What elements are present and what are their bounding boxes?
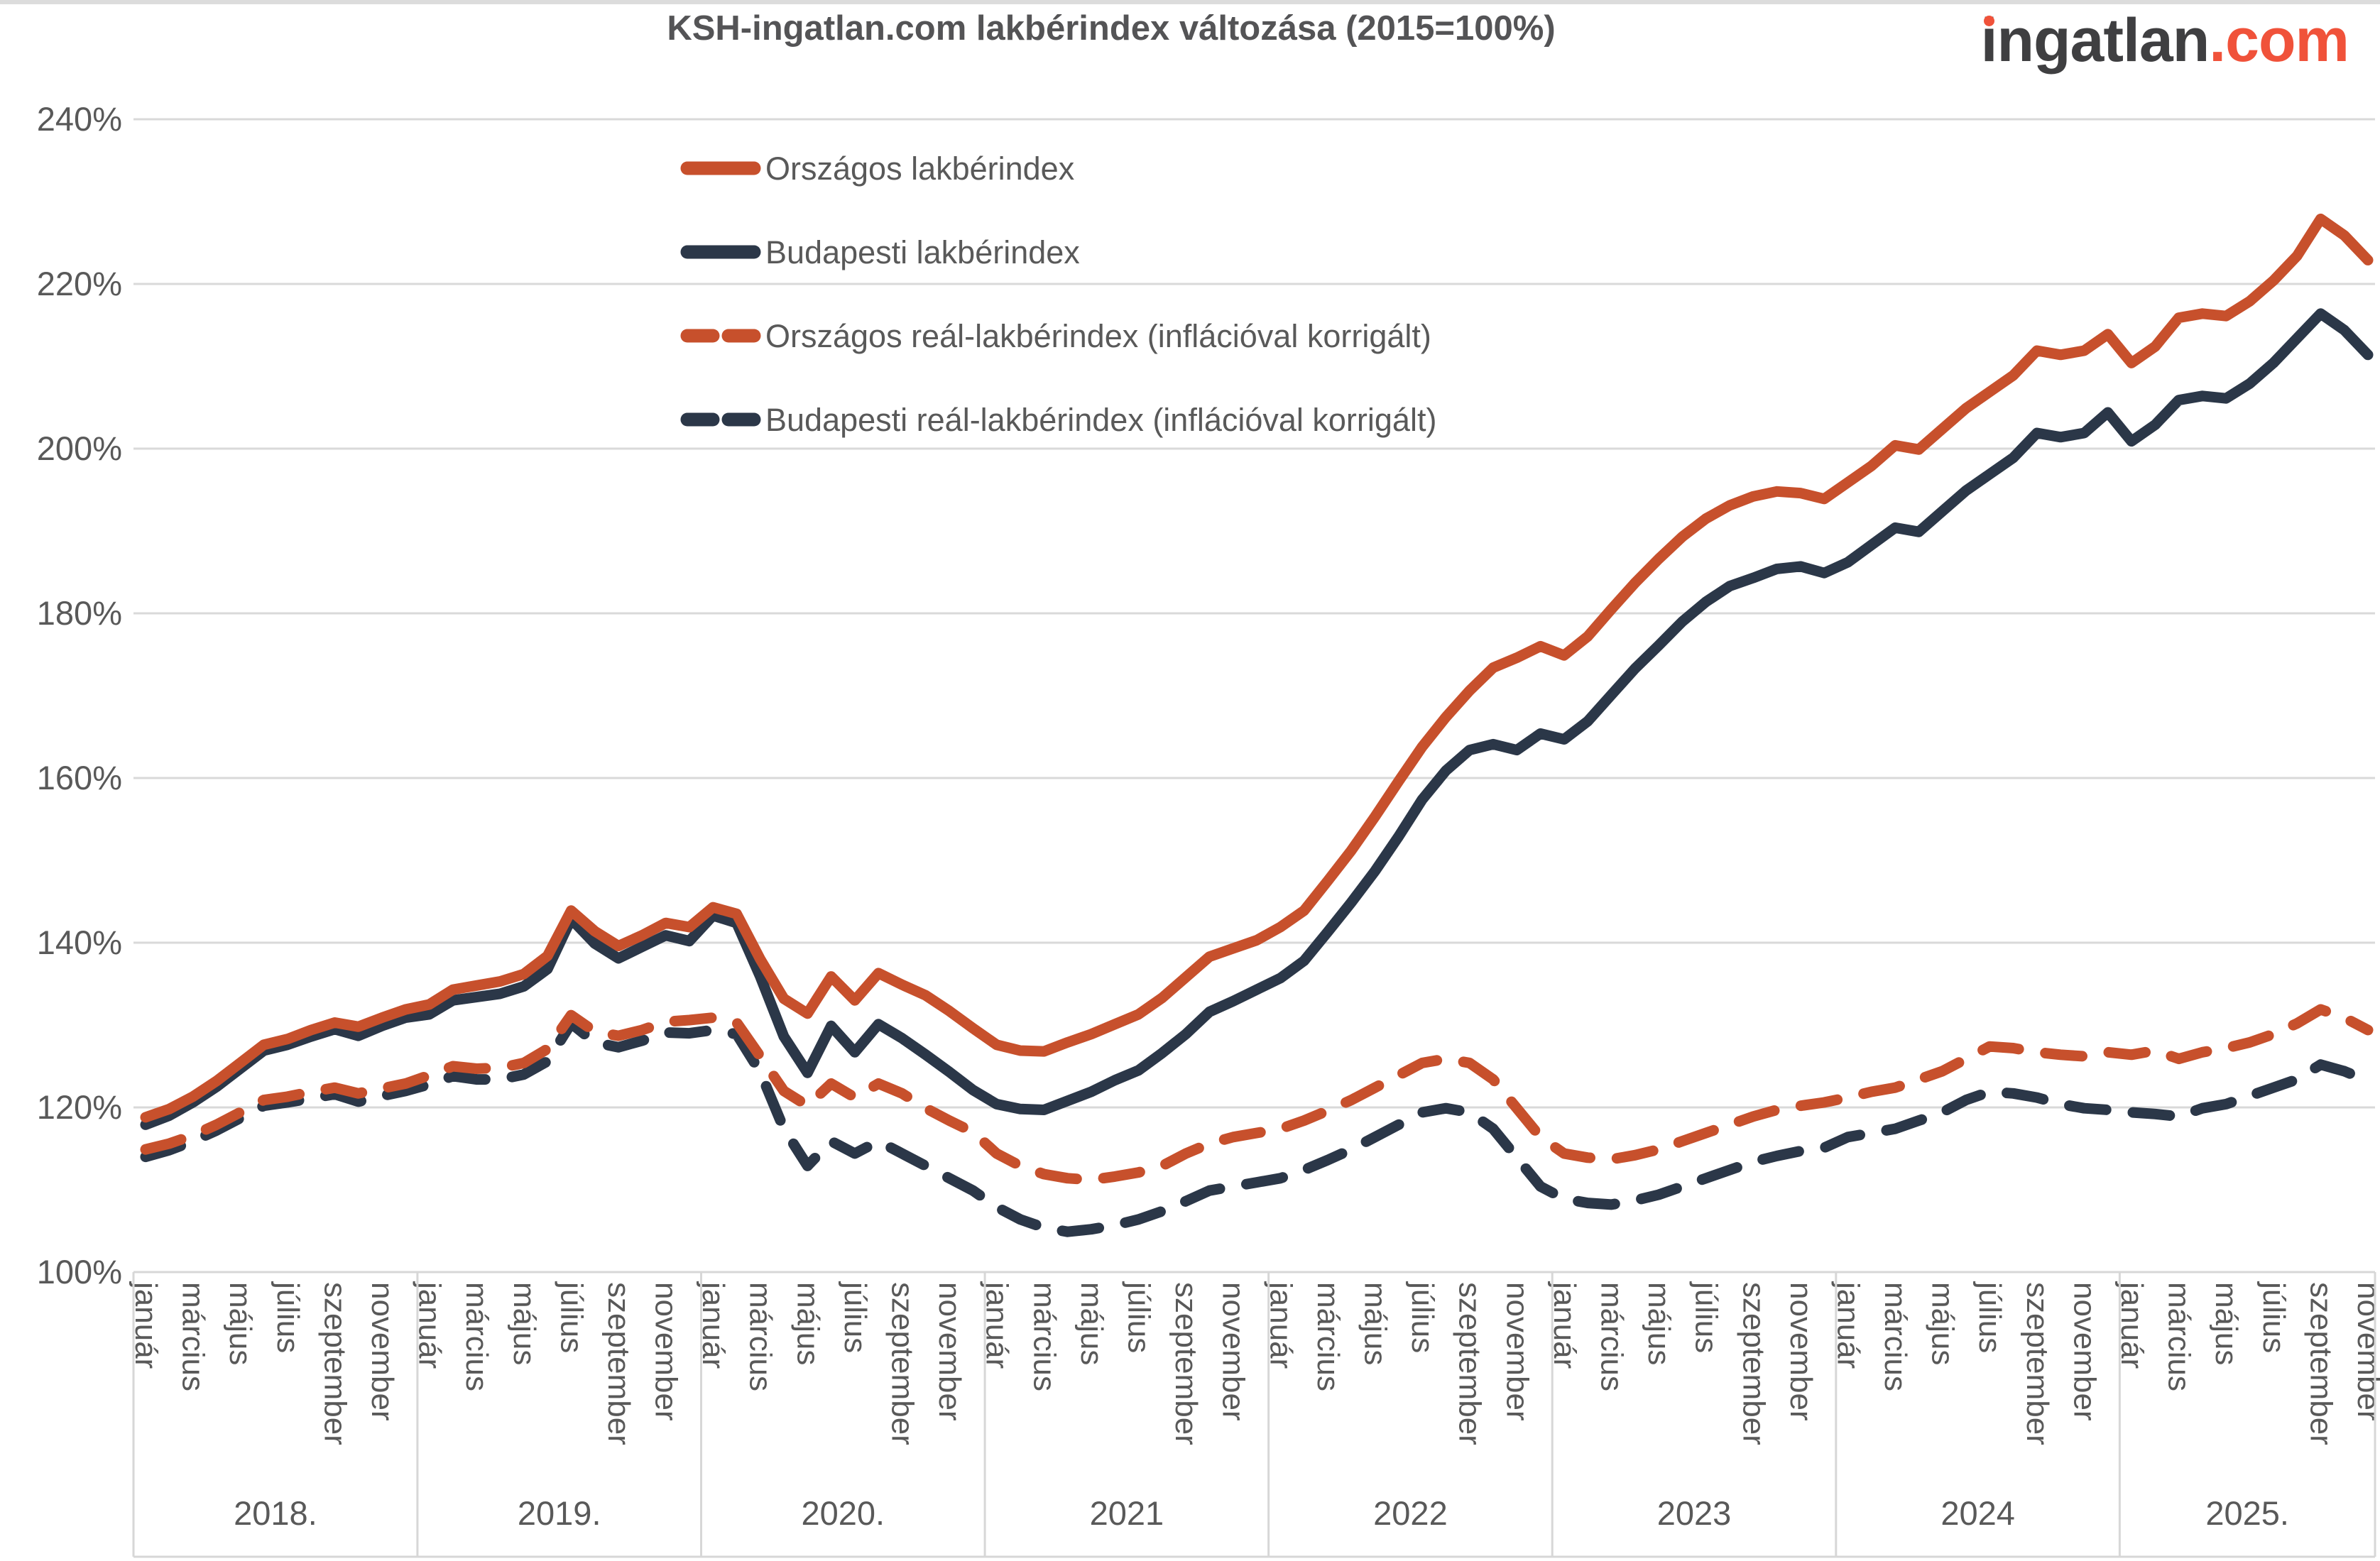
y-tick-label: 120% xyxy=(37,1088,122,1126)
chart-title: KSH-ingatlan.com lakbérindex változása (… xyxy=(667,9,1556,48)
month-tick-label: március xyxy=(176,1282,211,1391)
series-line-0 xyxy=(140,213,2374,1123)
logo-letter-i: i xyxy=(1980,6,1998,75)
month-tick-label: július xyxy=(1405,1281,1440,1353)
month-tick-label: július xyxy=(1972,1281,2007,1353)
year-label: 2024 xyxy=(1940,1494,2015,1532)
month-tick-label: szeptember xyxy=(1736,1282,1771,1445)
y-tick-label: 100% xyxy=(37,1253,122,1291)
y-tick-label: 200% xyxy=(37,429,122,467)
month-tick-label: március xyxy=(2162,1282,2197,1391)
month-tick-label: március xyxy=(1027,1282,1061,1391)
window-top-edge xyxy=(0,0,2380,4)
month-tick-label: szeptember xyxy=(1453,1282,1488,1445)
month-tick-label: november xyxy=(1784,1282,1818,1421)
month-tick-label: július xyxy=(1122,1281,1157,1353)
ingatlan-logo: ingatlan.com xyxy=(1981,6,2349,76)
month-tick-label: szeptember xyxy=(2303,1282,2338,1445)
month-tick-label: november xyxy=(2067,1282,2102,1421)
month-tick-label: november xyxy=(1216,1282,1251,1421)
month-tick-label: november xyxy=(1500,1282,1534,1421)
month-tick-label: november xyxy=(932,1282,967,1421)
month-tick-label: július xyxy=(1689,1281,1724,1353)
month-tick-label: május xyxy=(2209,1282,2244,1365)
year-label: 2025. xyxy=(2205,1494,2289,1532)
year-label: 2022 xyxy=(1373,1494,1448,1532)
legend-label: Budapesti lakbérindex xyxy=(765,234,1080,270)
month-tick-label: május xyxy=(1074,1282,1109,1365)
year-label: 2023 xyxy=(1657,1494,1732,1532)
legend-item: Budapesti reál-lakbérindex (inflációval … xyxy=(680,402,1436,438)
series-line-2 xyxy=(140,1004,2374,1185)
month-tick-label: november xyxy=(649,1282,684,1421)
y-tick-label: 160% xyxy=(37,759,122,796)
month-tick-label: november xyxy=(365,1282,400,1421)
month-tick-label: május xyxy=(790,1282,825,1365)
logo-text-main: ngatlan xyxy=(1997,6,2210,75)
year-label: 2019. xyxy=(518,1494,601,1532)
legend-item: Budapesti lakbérindex xyxy=(680,234,1080,270)
month-tick-label: szeptember xyxy=(317,1282,352,1445)
y-tick-label: 180% xyxy=(37,594,122,632)
y-tick-label: 220% xyxy=(37,265,122,302)
month-tick-label: május xyxy=(507,1282,542,1365)
y-tick-label: 240% xyxy=(37,100,122,138)
month-tick-label: szeptember xyxy=(1169,1282,1203,1445)
month-tick-label: július xyxy=(554,1281,589,1353)
year-label: 2018. xyxy=(234,1494,317,1532)
legend-label: Budapesti reál-lakbérindex (inflációval … xyxy=(765,402,1436,438)
logo-text-suffix: .com xyxy=(2209,6,2349,75)
series-line-1 xyxy=(140,308,2374,1130)
series-line-3 xyxy=(140,1018,2374,1237)
month-tick-label: május xyxy=(1358,1282,1392,1365)
month-tick-label: március xyxy=(743,1282,778,1391)
legend-item: Országos reál-lakbérindex (inflációval k… xyxy=(680,318,1431,354)
legend-item: Országos lakbérindex xyxy=(680,150,1075,187)
month-tick-label: március xyxy=(1311,1282,1345,1391)
legend-label: Országos reál-lakbérindex (inflációval k… xyxy=(765,318,1431,354)
month-tick-label: március xyxy=(459,1282,494,1391)
month-tick-label: május xyxy=(1926,1282,1960,1365)
legend-label: Országos lakbérindex xyxy=(765,150,1075,187)
month-tick-label: szeptember xyxy=(2020,1282,2055,1445)
month-tick-label: szeptember xyxy=(601,1282,636,1445)
month-tick-label: május xyxy=(223,1282,258,1365)
year-label: 2020. xyxy=(801,1494,885,1532)
y-tick-label: 140% xyxy=(37,924,122,961)
year-label: 2021 xyxy=(1090,1494,1164,1532)
month-tick-label: március xyxy=(1594,1282,1629,1391)
month-tick-label: július xyxy=(271,1281,305,1353)
month-tick-label: május xyxy=(1642,1282,1676,1365)
month-tick-label: március xyxy=(1878,1282,1913,1391)
month-tick-label: szeptember xyxy=(885,1282,920,1445)
month-tick-label: július xyxy=(838,1281,873,1353)
month-tick-label: július xyxy=(2256,1281,2291,1353)
